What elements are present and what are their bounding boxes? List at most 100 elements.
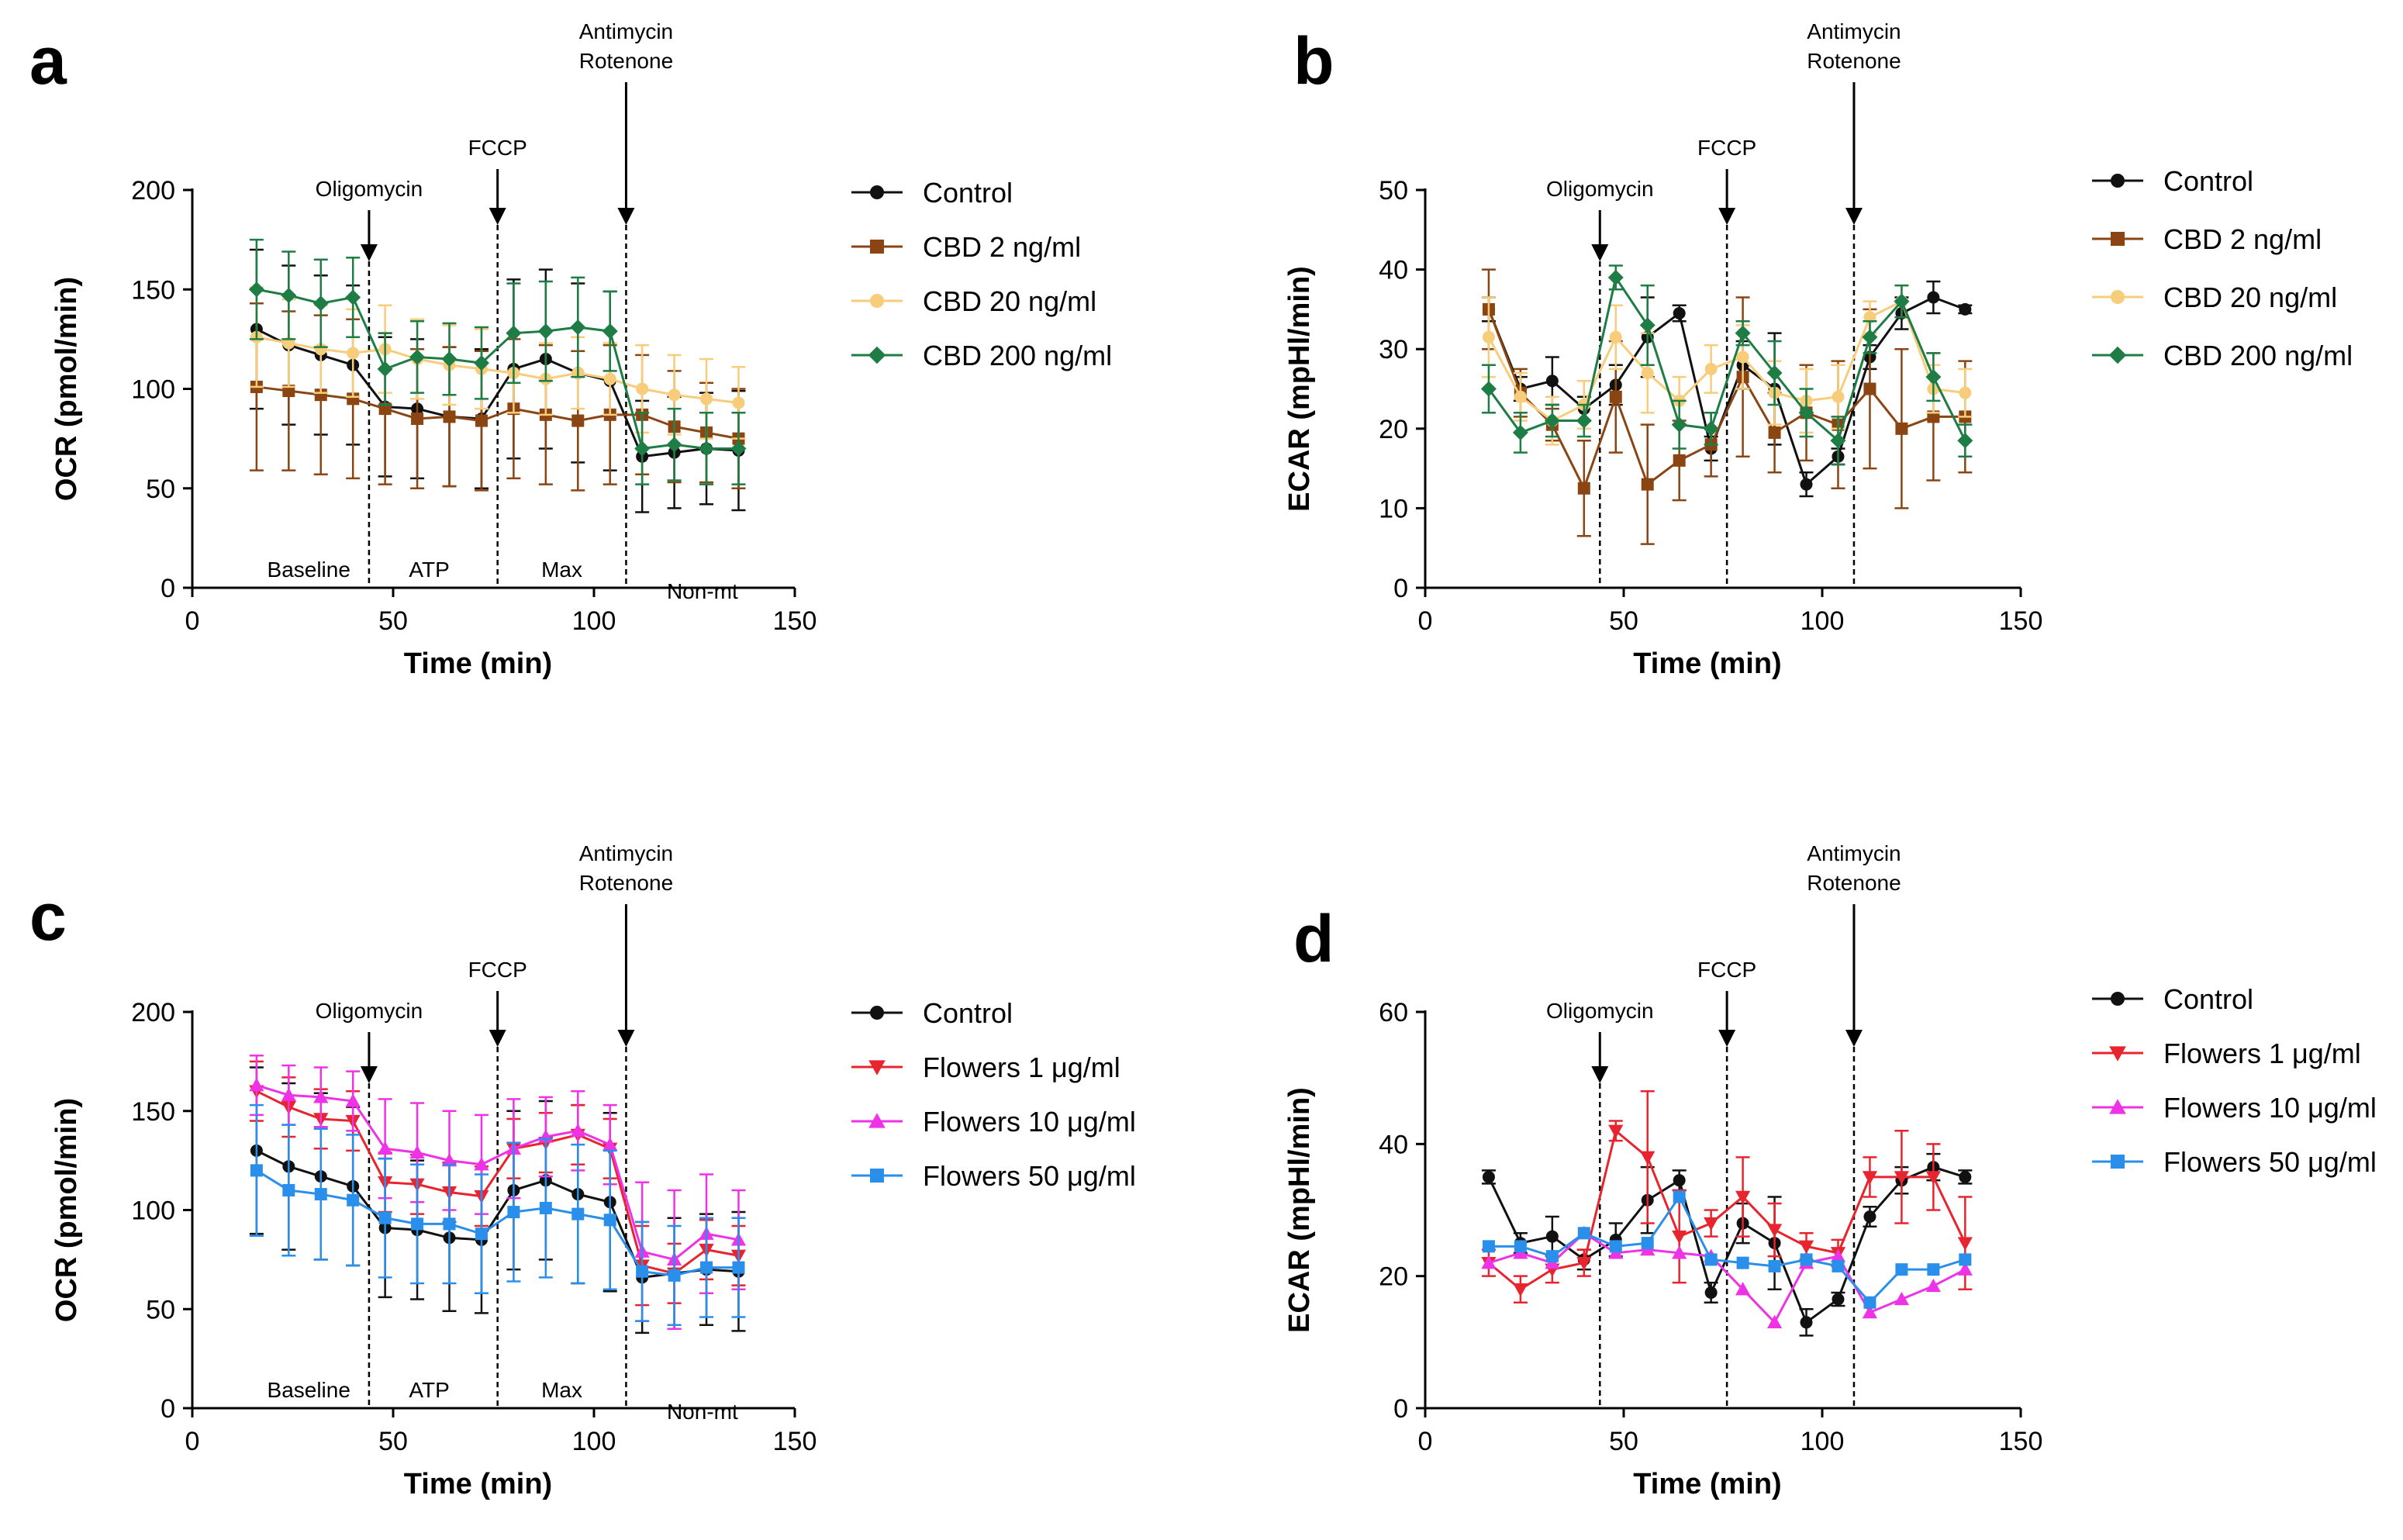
panel-b-injection-label: Antimycin: [1807, 19, 1901, 43]
panel-d-legend-label: Flowers 50 μg/ml: [2163, 1146, 2377, 1178]
panel-b-data-point: [1673, 307, 1686, 320]
panel-a-x-tick-label: 50: [378, 606, 408, 636]
panel-a-data-point: [668, 388, 681, 402]
panel-a-y-tick-label: 0: [161, 574, 175, 603]
panel-c-region-label: Max: [541, 1378, 582, 1402]
panel-a-region-label: Max: [541, 558, 582, 582]
panel-a-series-line: [256, 328, 739, 458]
panel-a-series-line: [256, 336, 739, 404]
panel-d-data-point: [1608, 1124, 1624, 1138]
panel-d-data-point: [1800, 1253, 1813, 1266]
panel-a-y-tick-label: 200: [131, 176, 175, 205]
panel-b-legend: Control CBD 2 ng/ml CBD 20 ng/ml CBD 200 ng…: [2092, 165, 2353, 371]
panel-d-data-point: [1862, 1171, 1878, 1185]
panel-d-legend-marker: [2109, 1099, 2126, 1114]
panel-b-data-point: [1641, 366, 1654, 379]
panel-c-data-point: [570, 1123, 585, 1137]
panel-b-injection-arrowhead: [1591, 244, 1609, 261]
panel-b-injection-label: FCCP: [1697, 136, 1756, 160]
panel-c-data-point: [411, 1217, 424, 1231]
panel-d-data-point: [1894, 1291, 1909, 1306]
panel-c-data-point: [603, 1214, 616, 1227]
panel-c-injection-label: Oligomycin: [316, 999, 423, 1023]
panel-d-data-point: [1768, 1259, 1781, 1272]
panel-b-y-tick-label: 50: [1379, 176, 1408, 205]
panel-d-data-point: [1863, 1210, 1876, 1224]
panel-b-data-point: [1514, 390, 1527, 403]
panel-b-x-axis-title: Time (min): [1633, 647, 1781, 680]
panel-a-legend-marker: [870, 185, 884, 199]
panel-c-y-tick-label: 0: [161, 1394, 175, 1424]
panel-d-data-point: [1482, 1240, 1495, 1253]
panel-d-x-tick-label: 0: [1418, 1427, 1433, 1456]
panel-d-data-point: [1545, 1250, 1559, 1263]
panel-b-data-point: [1512, 424, 1528, 440]
panel-d-data-point: [1959, 1170, 1972, 1183]
panel-b-legend-label: Control: [2163, 165, 2253, 197]
panel-d-x-tick-label: 150: [1999, 1427, 2043, 1456]
panel-d-data-point: [1862, 1304, 1878, 1319]
panel-c-series-line: [256, 1169, 739, 1277]
panel-letter-c: c: [29, 880, 67, 955]
panel-c-data-point: [636, 1265, 649, 1278]
panel-a-injection-label: Antimycin: [579, 19, 673, 43]
panel-d-data-point: [1545, 1230, 1559, 1243]
panel-d-data-point: [1894, 1171, 1909, 1185]
panel-d-data-point: [1832, 1259, 1845, 1272]
panel-a-series-line: [256, 385, 739, 440]
panel-b-data-point: [1609, 390, 1622, 403]
panel-d-data-point: [1927, 1263, 1940, 1276]
panel-c-data-point: [282, 1183, 295, 1196]
panel-d-legend-marker: [2111, 1155, 2125, 1169]
panel-c-data-point: [474, 1157, 489, 1171]
panel-d-injection-arrowhead: [1845, 1030, 1863, 1047]
panel-c-data-point: [507, 1206, 520, 1219]
panel-d-data-point: [1925, 1278, 1941, 1293]
panel-c-x-tick-label: 50: [378, 1427, 408, 1456]
panel-d-data-point: [1481, 1255, 1497, 1269]
panel-c-data-point: [409, 1145, 425, 1159]
panel-a-data-point: [347, 347, 360, 360]
panel-b-y-axis-title: ECAR (mpHl/min): [1283, 266, 1316, 512]
panel-b-injection-arrowhead: [1845, 208, 1863, 225]
panel-b-series-line: [1487, 299, 1966, 423]
panel-a-data-point: [314, 343, 327, 356]
panel-b-data-point: [1576, 413, 1592, 429]
panel-b-data-point: [1959, 302, 1972, 316]
panel-b-data-point: [1736, 350, 1749, 364]
panel-c-legend: Control Flowers 1 μg/ml Flowers 10 μg/ml Fl…: [851, 997, 1136, 1192]
panel-a-data-point: [571, 414, 585, 427]
panel-b-series-line: [1487, 309, 1966, 492]
panel-b-data-point: [1768, 426, 1781, 439]
panel-c-series-line: [256, 1149, 739, 1279]
panel-a-data-point: [411, 412, 424, 425]
panel-d-series-line: [1488, 1231, 1966, 1324]
panel-d-data-point: [1735, 1282, 1751, 1296]
panel-c-injection-label: Rotenone: [579, 871, 673, 895]
panel-letter-d: d: [1293, 902, 1334, 976]
panel-a-legend-label: CBD 2 ng/ml: [923, 231, 1081, 263]
panel-b-data-point: [1639, 317, 1656, 333]
panel-a-data-point: [634, 440, 651, 457]
panel-a-region-label: Baseline: [268, 558, 350, 582]
panel-b-injection-label: Rotenone: [1807, 49, 1901, 73]
panel-d-series-4: [1482, 1190, 1972, 1309]
panel-c-data-point: [345, 1093, 361, 1107]
panel-d-data-point: [1925, 1171, 1941, 1185]
panel-c-data-point: [314, 1188, 327, 1201]
panel-b-x-tick-label: 50: [1609, 606, 1638, 636]
panel-d-data-point: [1577, 1227, 1590, 1240]
panel-a-y-tick-label: 100: [131, 375, 175, 405]
panel-b-data-point: [1609, 330, 1622, 344]
panel-c-injection-arrowhead: [489, 1030, 506, 1047]
panel-d-x-axis-title: Time (min): [1633, 1468, 1781, 1500]
panel-a-data-point: [700, 392, 713, 406]
panel-a-data-point: [636, 382, 649, 395]
panel-a: a 0 50 100 150 200 0 50 100 150 Time (min) OCR (pm…: [29, 19, 1112, 680]
panel-c-data-point: [443, 1217, 456, 1231]
panel-d-legend-label: Flowers 10 μg/ml: [2163, 1092, 2377, 1124]
panel-c-data-point: [475, 1228, 488, 1241]
panel-b-legend-label: CBD 200 ng/ml: [2163, 340, 2353, 371]
panel-d-data-point: [1641, 1237, 1654, 1250]
